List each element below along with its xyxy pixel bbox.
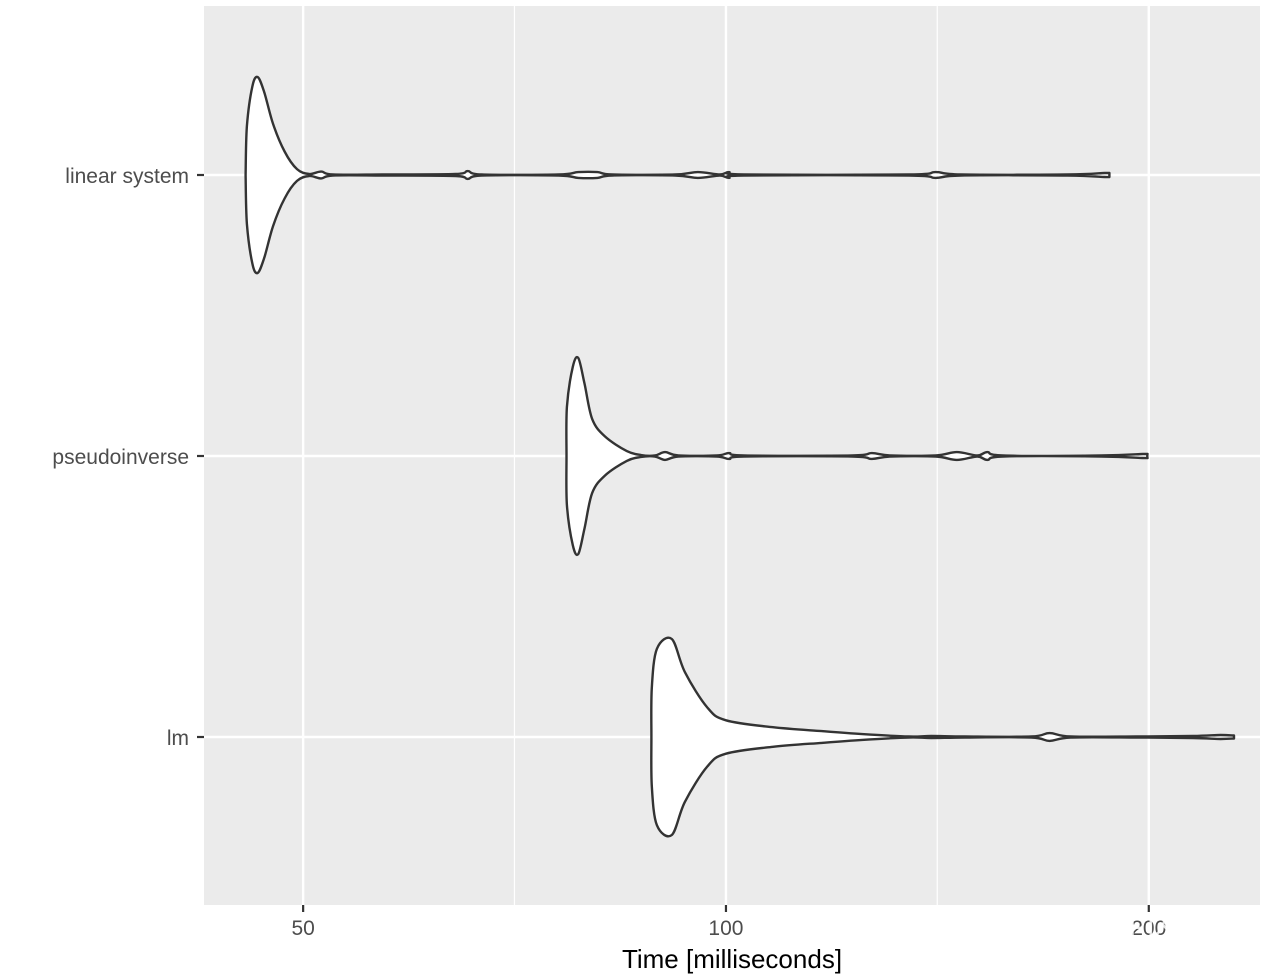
y-tick-label: pseudoinverse: [52, 446, 189, 469]
y-tick-label: linear system: [65, 165, 189, 188]
violin-linear-system: [244, 75, 1111, 275]
x-tick-label: 200: [1131, 917, 1166, 940]
x-tick-label: 50: [291, 917, 314, 940]
violins: [244, 75, 1236, 838]
x-axis: 50 100 200: [291, 905, 1166, 940]
x-axis-title: Time [milliseconds]: [622, 944, 842, 974]
y-axis: linear system pseudoinverse lm: [52, 165, 204, 750]
violin-pseudoinverse: [565, 355, 1149, 557]
watermark-text: 知乎 @庄闪闪: [1000, 909, 1215, 949]
x-tick-label: 100: [708, 917, 743, 940]
violin-lm: [650, 636, 1236, 838]
y-tick-label: lm: [167, 727, 189, 750]
